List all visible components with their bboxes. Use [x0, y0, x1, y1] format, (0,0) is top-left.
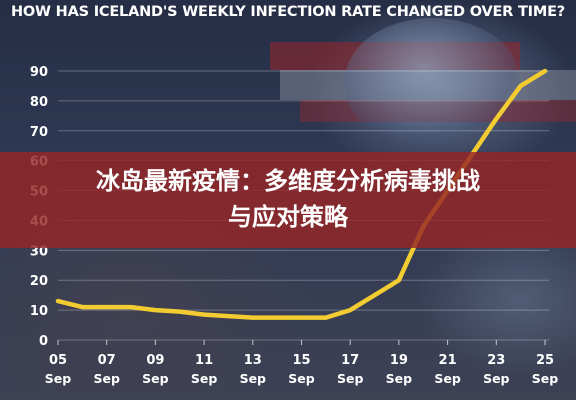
x-tick-month: Sep: [288, 371, 314, 386]
x-tick-day: 07: [98, 353, 116, 368]
data-point: [105, 305, 109, 309]
data-point: [543, 69, 547, 73]
x-tick-month: Sep: [386, 371, 412, 386]
data-point: [251, 316, 255, 320]
y-tick-label: 90: [30, 65, 48, 80]
x-tick-day: 17: [341, 353, 359, 368]
y-tick-label: 20: [30, 274, 48, 289]
x-tick-day: 05: [49, 353, 67, 368]
y-tick-label: 0: [39, 334, 48, 349]
data-point: [494, 117, 498, 121]
chart-title: HOW HAS ICELAND'S WEEKLY INFECTION RATE …: [10, 4, 566, 20]
x-tick-day: 25: [536, 353, 554, 368]
x-tick-day: 19: [390, 353, 408, 368]
x-tick-month: Sep: [532, 371, 558, 386]
caption-overlay: 冰岛最新疫情：多维度分析病毒挑战 与应对策略: [0, 163, 576, 235]
caption-line-1: 冰岛最新疫情：多维度分析病毒挑战: [96, 167, 480, 195]
x-tick-day: 13: [244, 353, 262, 368]
data-point: [397, 278, 401, 282]
x-tick-day: 09: [146, 353, 164, 368]
x-tick-day: 23: [487, 353, 505, 368]
caption-band: [0, 152, 576, 248]
x-tick-month: Sep: [434, 371, 460, 386]
x-tick-month: Sep: [337, 371, 363, 386]
data-point: [300, 316, 303, 320]
y-tick-label: 30: [30, 244, 48, 259]
health-worker-silhouette: [345, 18, 520, 143]
x-tick-month: Sep: [93, 371, 119, 386]
x-tick-month: Sep: [240, 371, 266, 386]
y-tick-label: 10: [30, 304, 48, 319]
data-point: [373, 293, 377, 297]
data-point: [324, 316, 328, 320]
data-point: [80, 305, 84, 309]
data-point: [178, 310, 182, 314]
data-point: [202, 313, 206, 317]
y-tick-label: 70: [30, 125, 48, 140]
x-tick-day: 15: [292, 353, 310, 368]
x-tick-month: Sep: [191, 371, 217, 386]
data-point: [129, 305, 133, 309]
y-tick-label: 80: [30, 95, 48, 110]
x-tick-month: Sep: [483, 371, 509, 386]
x-tick-month: Sep: [45, 371, 71, 386]
data-point: [275, 316, 279, 320]
x-axis-ticks: 05 Sep 07 Sep 09 Sep 11 Sep 13 Sep 15 Sep 17 Sep 19 Sep…: [45, 340, 558, 386]
data-point: [519, 84, 523, 88]
caption-line-2: 与应对策略: [228, 203, 348, 231]
x-tick-month: Sep: [142, 371, 168, 386]
x-tick-day: 21: [439, 353, 457, 368]
x-tick-day: 11: [195, 353, 213, 368]
data-point: [153, 308, 157, 312]
data-point: [348, 308, 352, 312]
data-point: [226, 314, 230, 318]
data-point: [56, 299, 60, 303]
